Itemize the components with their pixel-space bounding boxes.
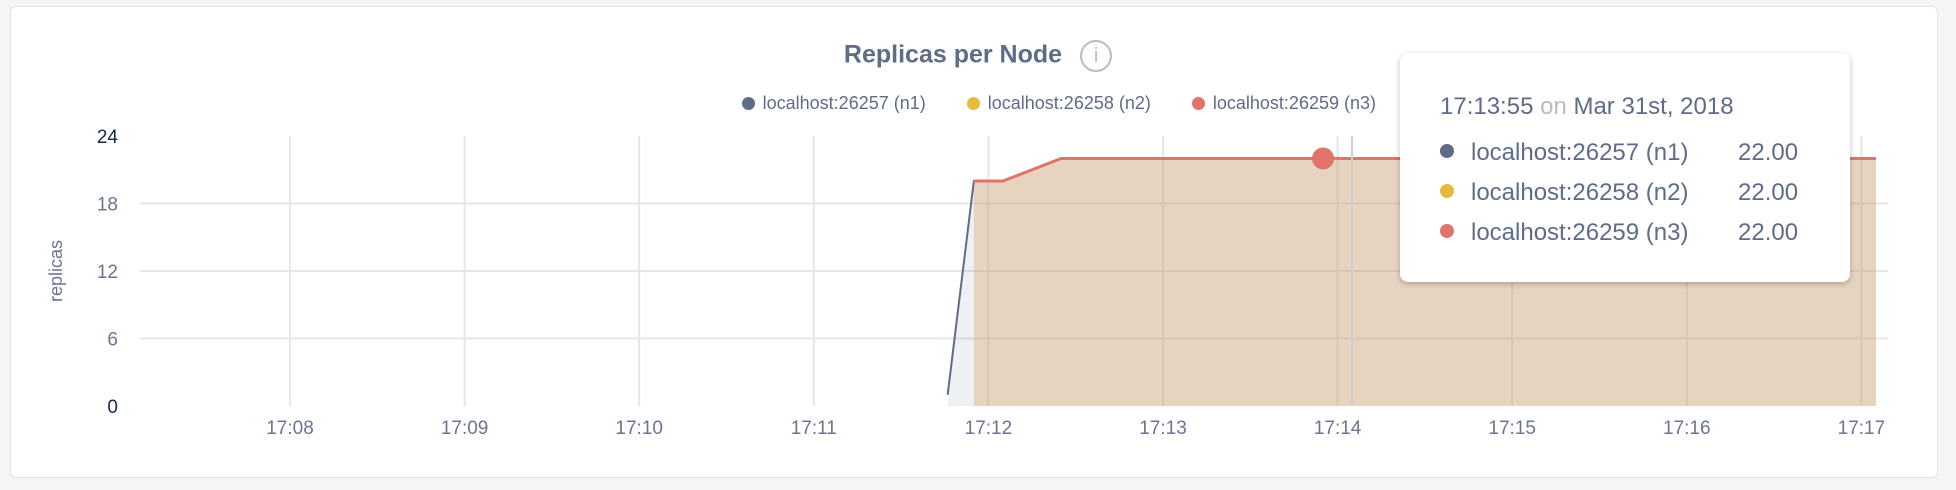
tooltip-row-n3: localhost:26259 (n3) 22.00	[1440, 219, 1798, 247]
tooltip-series-name: localhost:26259 (n3)	[1471, 219, 1689, 246]
legend-label: localhost:26258 (n2)	[987, 93, 1151, 113]
x-tick-label: 17:11	[791, 418, 837, 439]
x-tick-label: 17:09	[441, 418, 489, 439]
legend-dot	[1191, 97, 1205, 110]
y-axis-label: replicas	[46, 240, 66, 302]
x-tick-label: 17:10	[615, 418, 663, 439]
tooltip-series-name: localhost:26257 (n1)	[1471, 139, 1689, 166]
tooltip-date: Mar 31st, 2018	[1573, 93, 1734, 120]
x-tick-label: 17:17	[1838, 418, 1886, 439]
y-tick-label: 0	[107, 397, 118, 418]
tooltip-row-n2: localhost:26258 (n2) 22.00	[1440, 179, 1798, 207]
chart-title: Replicas per Node i	[0, 40, 1956, 72]
y-tick-label: 6	[107, 330, 118, 351]
tooltip-value: 22.00	[1738, 179, 1799, 206]
chart-title-text: Replicas per Node	[843, 40, 1063, 69]
legend-label: localhost:26259 (n3)	[1212, 93, 1376, 113]
y-tick-label: 12	[97, 262, 118, 283]
tooltip-header: 17:13:55 on Mar 31st, 2018	[1440, 93, 1734, 121]
x-tick-label: 17:15	[1488, 418, 1536, 439]
x-tick-label: 17:12	[965, 418, 1013, 439]
tooltip-value: 22.00	[1738, 139, 1799, 166]
legend-dot	[741, 97, 755, 110]
y-tick-label: 18	[97, 195, 118, 216]
y-tick-label: 24	[97, 127, 119, 148]
tooltip-row-n1: localhost:26257 (n1) 22.00	[1440, 139, 1798, 167]
hover-point	[1312, 147, 1335, 170]
tooltip-value: 22.00	[1738, 219, 1799, 246]
legend-label: localhost:26257 (n1)	[762, 93, 926, 113]
x-tick-label: 17:16	[1663, 418, 1711, 439]
legend-dot	[966, 97, 980, 110]
info-icon[interactable]: i	[1080, 40, 1113, 72]
tooltip-time: 17:13:55	[1440, 93, 1534, 120]
x-tick-label: 17:08	[266, 418, 314, 439]
legend: localhost:26257 (n1) localhost:26258 (n2…	[706, 93, 1376, 114]
series-dot	[1440, 224, 1454, 238]
series-dot	[1440, 144, 1454, 158]
x-tick-label: 17:14	[1314, 418, 1362, 439]
tooltip-on: on	[1540, 93, 1567, 120]
legend-item-n2[interactable]: localhost:26258 (n2)	[966, 93, 1151, 113]
legend-item-n3[interactable]: localhost:26259 (n3)	[1191, 93, 1376, 113]
legend-item-n1[interactable]: localhost:26257 (n1)	[741, 93, 926, 113]
tooltip: 17:13:55 on Mar 31st, 2018 localhost:262…	[1400, 53, 1850, 282]
tooltip-series-name: localhost:26258 (n2)	[1471, 179, 1689, 206]
x-tick-label: 17:13	[1139, 418, 1187, 439]
series-dot	[1440, 184, 1454, 198]
